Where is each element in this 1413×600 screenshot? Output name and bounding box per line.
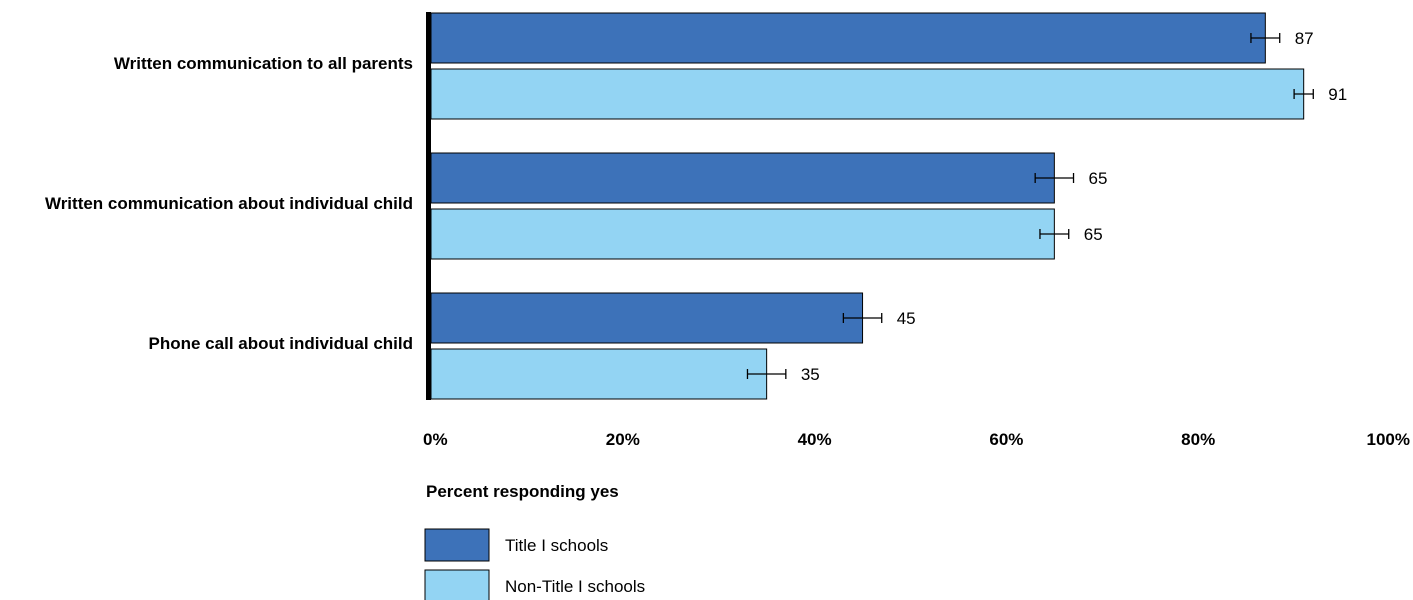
data-label: 65 (1084, 225, 1103, 244)
category-label: Written communication to all parents (114, 54, 413, 73)
legend-item: Non-Title I schools (424, 569, 645, 600)
data-label: 91 (1328, 85, 1347, 104)
bar (430, 12, 1266, 64)
legend-swatch (424, 569, 490, 600)
y-axis-line (426, 12, 431, 400)
bar (430, 208, 1055, 260)
bar (430, 292, 864, 344)
legend: Title I schools Non-Title I schools (424, 528, 645, 600)
bar (430, 348, 768, 400)
legend-label: Non-Title I schools (505, 577, 645, 596)
axis-layer (426, 12, 431, 400)
category-label: Phone call about individual child (149, 334, 413, 353)
data-label: 35 (801, 365, 820, 384)
legend-label: Title I schools (505, 536, 608, 555)
data-label: 45 (897, 309, 916, 328)
error-bar (1039, 229, 1070, 239)
data-label: 65 (1089, 169, 1108, 188)
x-tick-label: 60% (989, 430, 1023, 449)
x-axis-label: Percent responding yes (426, 482, 619, 501)
x-tick-label: 100% (1367, 430, 1410, 449)
x-tick-label: 40% (798, 430, 832, 449)
x-tick-label: 80% (1181, 430, 1215, 449)
error-bar (842, 313, 883, 323)
bars-layer: 87 91 65 65 45 35 (430, 12, 1347, 400)
x-tick-label: 0% (423, 430, 448, 449)
bar (430, 152, 1055, 204)
legend-swatch (424, 528, 490, 562)
error-bar (1034, 173, 1075, 183)
bar (430, 68, 1305, 120)
data-label: 87 (1295, 29, 1314, 48)
error-bar (746, 369, 787, 379)
x-tick-label: 20% (606, 430, 640, 449)
category-label: Written communication about individual c… (45, 194, 413, 213)
error-bar (1293, 89, 1314, 99)
legend-item: Title I schools (424, 528, 608, 562)
category-labels: Written communication to all parents Writ… (45, 54, 413, 353)
error-bar (1250, 33, 1281, 43)
x-tick-labels: 0% 20% 40% 60% 80% 100% (423, 430, 1410, 449)
